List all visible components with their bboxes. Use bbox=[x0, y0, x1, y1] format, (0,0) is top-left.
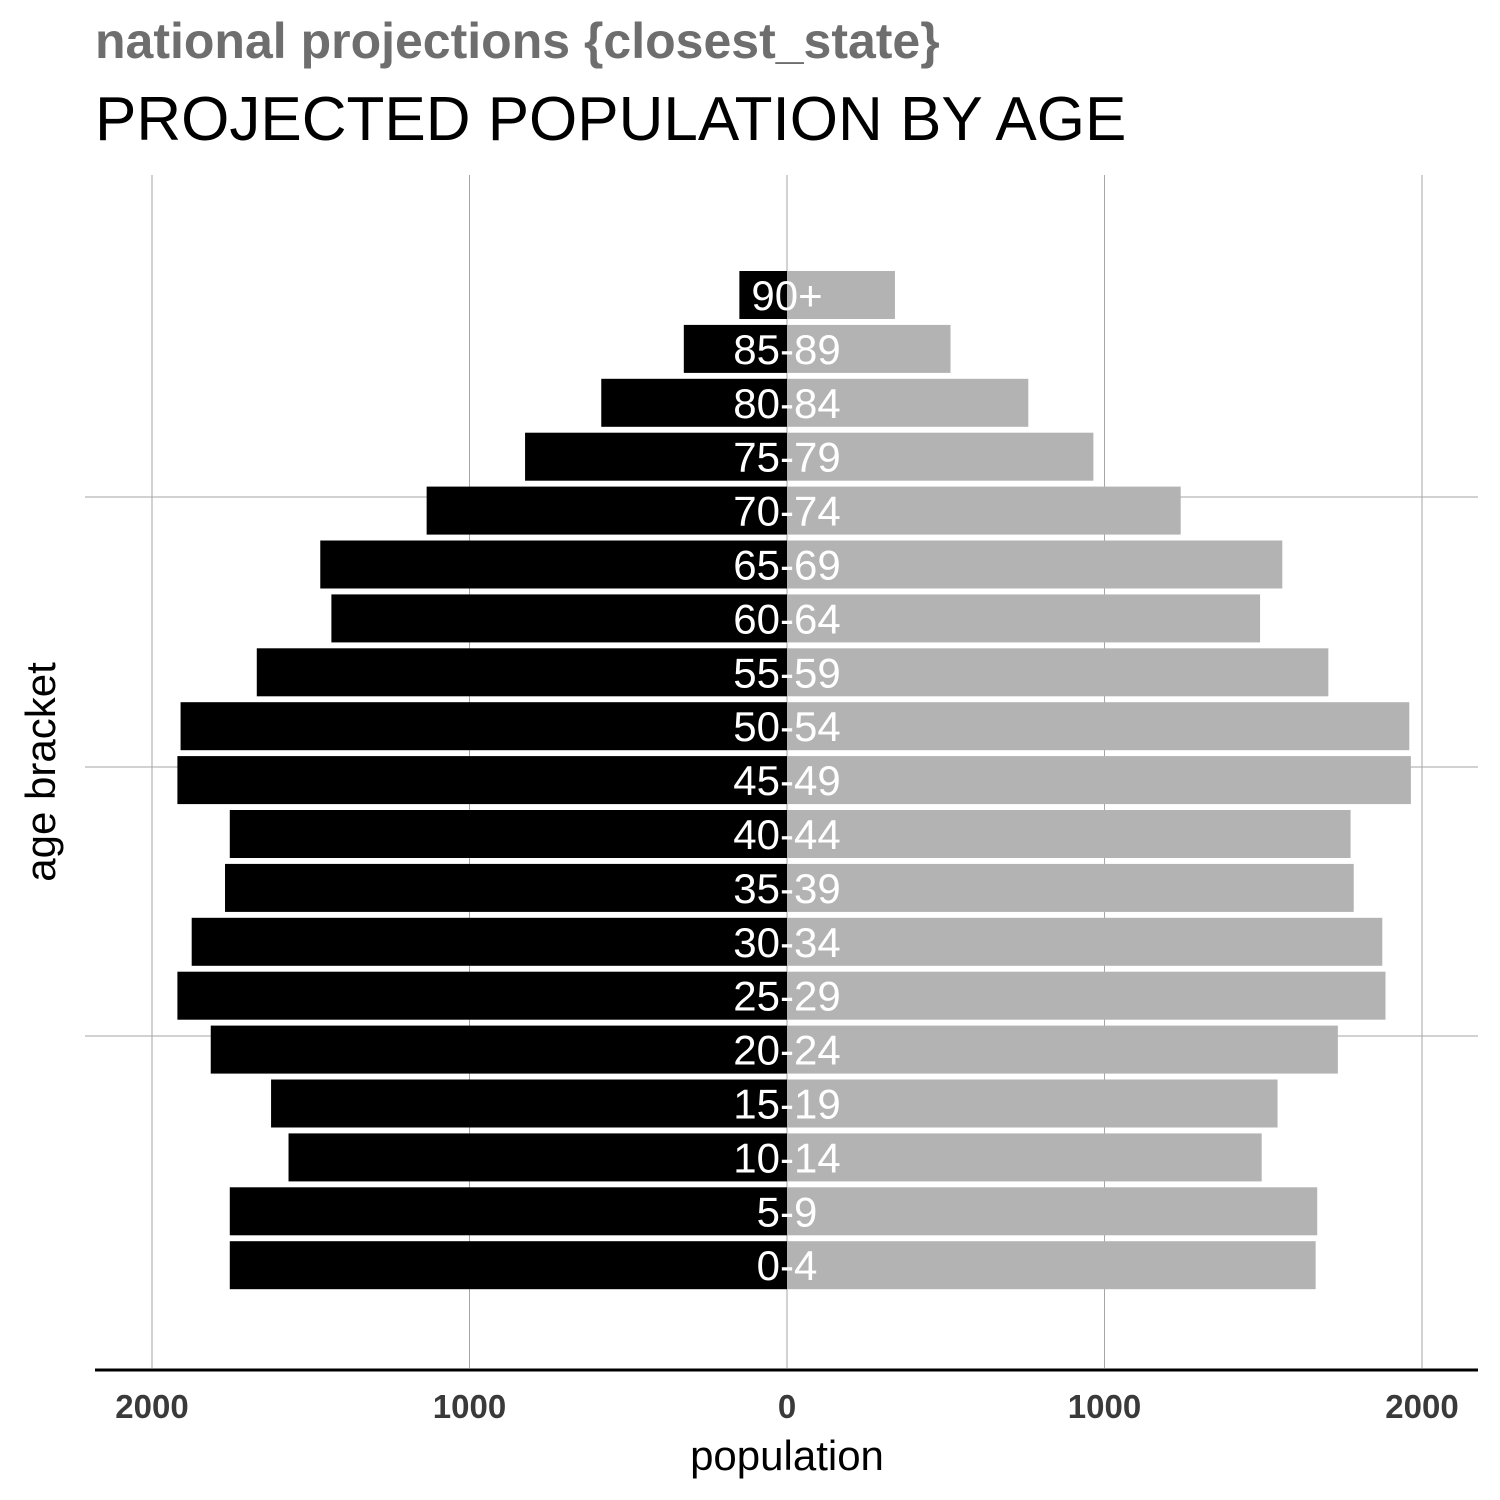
bar-right-25-29 bbox=[787, 971, 1386, 1020]
bar-left-70-74 bbox=[426, 486, 787, 535]
bar-right-85-89 bbox=[787, 324, 951, 373]
bar-right-45-49 bbox=[787, 756, 1411, 805]
bar-label-15-19: 15-19 bbox=[733, 1081, 840, 1128]
bar-label-60-64: 60-64 bbox=[733, 595, 840, 642]
bar-right-60-64 bbox=[787, 594, 1261, 643]
bar-right-50-54 bbox=[787, 702, 1410, 751]
bar-label-30-34: 30-34 bbox=[733, 919, 840, 966]
bar-right-70-74 bbox=[787, 486, 1181, 535]
bar-label-65-69: 65-69 bbox=[733, 542, 840, 589]
bar-right-40-44 bbox=[787, 810, 1351, 858]
bar-label-90+: 90+ bbox=[751, 272, 822, 319]
bar-left-90+ bbox=[739, 271, 787, 319]
bar-left-75-79 bbox=[525, 432, 787, 481]
bar-left-30-34 bbox=[191, 917, 787, 966]
bar-label-85-89: 85-89 bbox=[733, 326, 840, 373]
bar-label-0-4: 0-4 bbox=[757, 1242, 818, 1289]
bar-label-35-39: 35-39 bbox=[733, 865, 840, 912]
bar-left-25-29 bbox=[177, 971, 787, 1020]
bars bbox=[177, 271, 1411, 1290]
bar-left-35-39 bbox=[225, 863, 787, 912]
bar-label-25-29: 25-29 bbox=[733, 973, 840, 1020]
bar-left-40-44 bbox=[229, 810, 788, 858]
y-axis-title: age bracket bbox=[17, 662, 64, 882]
x-tick-label: 0 bbox=[778, 1388, 796, 1425]
bar-label-10-14: 10-14 bbox=[733, 1134, 840, 1181]
bar-right-15-19 bbox=[787, 1079, 1278, 1128]
bar-right-65-69 bbox=[787, 540, 1283, 589]
bar-label-40-44: 40-44 bbox=[733, 811, 840, 858]
x-axis: 2000 1000 0 1000 2000 population age bracket bbox=[17, 662, 1478, 1479]
bar-right-55-59 bbox=[787, 648, 1329, 697]
bar-right-5-9 bbox=[787, 1187, 1318, 1236]
x-tick-label: 1000 bbox=[433, 1388, 506, 1425]
bar-left-5-9 bbox=[229, 1187, 788, 1236]
bar-label-5-9: 5-9 bbox=[757, 1188, 818, 1235]
bar-labels: 0-4 5-9 10-14 15-19 20-24 25-29 30-34 35-39 40-4… bbox=[733, 272, 840, 1289]
bar-left-0-4 bbox=[229, 1241, 788, 1290]
bar-right-30-34 bbox=[787, 917, 1383, 966]
bar-right-10-14 bbox=[787, 1133, 1262, 1182]
x-tick-label: 1000 bbox=[1068, 1388, 1141, 1425]
bar-right-0-4 bbox=[787, 1241, 1316, 1290]
bar-label-45-49: 45-49 bbox=[733, 757, 840, 804]
bar-label-20-24: 20-24 bbox=[733, 1027, 840, 1074]
bar-left-45-49 bbox=[177, 756, 787, 805]
bar-left-60-64 bbox=[331, 594, 787, 643]
bar-left-65-69 bbox=[320, 540, 787, 589]
bar-label-75-79: 75-79 bbox=[733, 434, 840, 481]
bar-label-80-84: 80-84 bbox=[733, 380, 840, 427]
bar-right-90+ bbox=[787, 271, 895, 319]
bar-right-35-39 bbox=[787, 863, 1354, 912]
bar-left-85-89 bbox=[683, 324, 787, 373]
bar-left-20-24 bbox=[210, 1025, 788, 1074]
bar-label-55-59: 55-59 bbox=[733, 649, 840, 696]
bar-right-75-79 bbox=[787, 432, 1094, 481]
bar-left-50-54 bbox=[180, 702, 787, 751]
bar-left-80-84 bbox=[601, 378, 787, 427]
bar-left-10-14 bbox=[288, 1133, 787, 1182]
bar-label-50-54: 50-54 bbox=[733, 703, 840, 750]
x-tick-label: 2000 bbox=[1385, 1388, 1458, 1425]
bar-left-15-19 bbox=[271, 1079, 787, 1128]
bar-right-80-84 bbox=[787, 378, 1029, 427]
chart-title: PROJECTED POPULATION BY AGE bbox=[95, 85, 1127, 154]
x-tick-label: 2000 bbox=[115, 1388, 188, 1425]
chart-subtitle: national projections {closest_state} bbox=[95, 13, 940, 69]
bar-right-20-24 bbox=[787, 1025, 1338, 1074]
x-axis-title: population bbox=[690, 1432, 884, 1479]
bar-left-55-59 bbox=[256, 648, 787, 697]
bar-label-70-74: 70-74 bbox=[733, 488, 840, 535]
